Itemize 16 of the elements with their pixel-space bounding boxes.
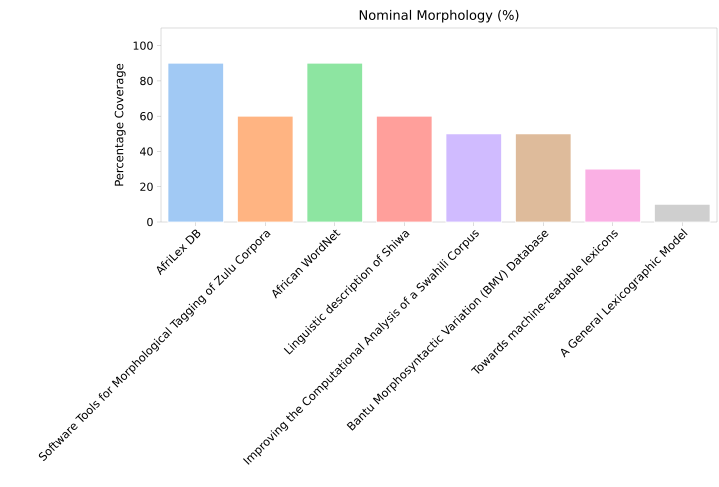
- y-tick-label: 40: [140, 147, 153, 156]
- bar: [446, 133, 502, 222]
- bar: [515, 133, 572, 222]
- y-tick-label: 80: [140, 76, 153, 86]
- bar: [584, 168, 641, 222]
- bar: [306, 62, 363, 222]
- y-tick-label: 20: [140, 182, 153, 191]
- chart-title: Nominal Morphology (%): [360, 10, 518, 22]
- bar: [237, 116, 294, 222]
- bar: [654, 204, 710, 222]
- y-tick-label: 100: [134, 41, 153, 50]
- bar: [376, 116, 432, 222]
- y-tick-label: 0: [147, 218, 153, 226]
- bar: [168, 62, 224, 222]
- y-tick-label: 60: [140, 112, 153, 120]
- y-axis-title: Percentage Coverage: [114, 64, 126, 186]
